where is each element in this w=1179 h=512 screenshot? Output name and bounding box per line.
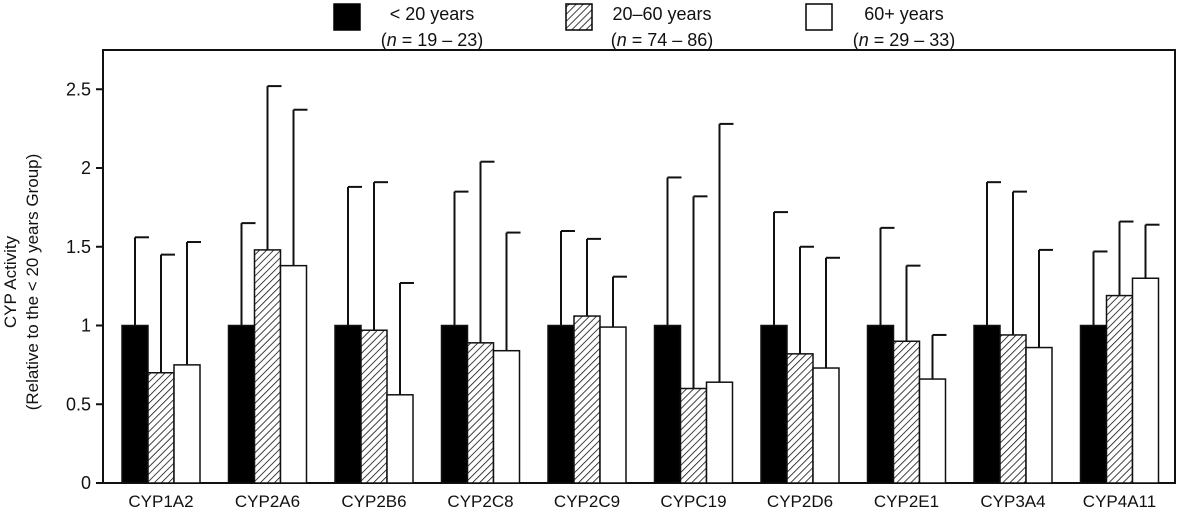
bar-cyp2c9-series-2 (573, 315, 601, 484)
y-tick-label: 1 (81, 316, 91, 336)
y-axis-label-line1: CYP Activity (1, 235, 20, 328)
bar-cyp2c9-series-1 (547, 324, 575, 484)
x-tick-label-cyp2c8: CYP2C8 (447, 492, 513, 511)
legend-n-60-plus: (n = 29 – 33) (853, 30, 956, 50)
bar-cyp2e1-series-2 (892, 340, 921, 484)
y-axis: 0 0.5 1 1.5 2 2.5 (66, 79, 103, 493)
bar-cypc19-series-1 (653, 324, 682, 484)
bar-cypc19-series-2 (679, 387, 708, 484)
bar-cyp4a11-series-3 (1131, 277, 1160, 484)
legend-n-under-20: (n = 19 – 23) (381, 30, 484, 50)
bar-cyp2c8-series-3 (492, 349, 521, 484)
bar-cyp2c8-series-1 (440, 324, 469, 484)
x-tick-label-cyp2b6: CYP2B6 (341, 492, 406, 511)
bar-cyp1a2-series-3 (173, 364, 201, 484)
x-tick-label-cyp2c9: CYP2C9 (554, 492, 620, 511)
x-tick-label-cypc19: CYPC19 (660, 492, 726, 511)
bar-cyp1a2-series-1 (121, 324, 149, 484)
x-tick-label-cyp4a11: CYP4A11 (1083, 492, 1156, 511)
bar-cyp2d6-series-2 (786, 353, 814, 484)
legend-swatch-60-plus (805, 3, 833, 31)
bar-cyp2d6-series-1 (760, 324, 788, 484)
plot-frame (102, 49, 1176, 484)
x-tick-label-cyp2d6: CYP2D6 (767, 492, 833, 511)
x-tick-label-cyp1a2: CYP1A2 (128, 492, 193, 511)
legend-swatch-20-60 (565, 3, 593, 31)
bars (121, 85, 1160, 484)
bar-cyp2e1-series-1 (866, 324, 895, 484)
bar-cyp4a11-series-1 (1079, 324, 1108, 484)
bar-cyp2b6-series-1 (334, 324, 362, 484)
legend-label-60-plus: 60+ years (864, 4, 944, 24)
bar-cyp3a4-series-1 (973, 324, 1001, 484)
bar-cyp1a2-series-2 (147, 372, 175, 484)
legend-n-20-60: (n = 74 – 86) (611, 30, 714, 50)
bar-cyp2c9-series-3 (599, 326, 627, 484)
x-tick-label-cyp3a4: CYP3A4 (980, 492, 1045, 511)
y-tick-label: 1.5 (66, 237, 91, 257)
bar-cyp2b6-series-2 (360, 329, 388, 484)
bar-cyp3a4-series-2 (999, 334, 1027, 484)
legend-label-under-20: < 20 years (390, 4, 475, 24)
bar-cyp2a6-series-1 (227, 324, 256, 484)
bar-cyp2a6-series-3 (279, 264, 308, 484)
legend-label-20-60: 20–60 years (612, 4, 711, 24)
legend: < 20 years (n = 19 – 23) 20–60 years (n … (333, 3, 956, 50)
bar-cyp2e1-series-3 (918, 378, 947, 484)
y-axis-label: CYP Activity (Relative to the < 20 years… (1, 154, 42, 411)
bar-cyp2d6-series-3 (812, 367, 840, 484)
legend-swatch-under-20 (333, 3, 361, 31)
x-axis: CYP1A2 CYP2A6 CYP2B6 CYP2C8 CYP2C9 CYPC19 CYP2… (128, 492, 1156, 511)
bar-cyp2a6-series-2 (253, 249, 282, 484)
y-axis-label-line2: (Relative to the < 20 years Group) (23, 154, 42, 411)
y-tick-label: 2.5 (66, 79, 91, 99)
bar-cyp2c8-series-2 (466, 342, 495, 484)
y-tick-label: 0.5 (66, 394, 91, 414)
bar-cyp4a11-series-2 (1105, 294, 1134, 484)
x-tick-label-cyp2e1: CYP2E1 (874, 492, 939, 511)
bar-cyp3a4-series-3 (1025, 346, 1053, 484)
x-tick-label-cyp2a6: CYP2A6 (235, 492, 300, 511)
bar-cyp2b6-series-3 (386, 394, 414, 484)
y-tick-label: 2 (81, 158, 91, 178)
bar-cypc19-series-3 (705, 381, 734, 484)
y-tick-label: 0 (81, 473, 91, 493)
